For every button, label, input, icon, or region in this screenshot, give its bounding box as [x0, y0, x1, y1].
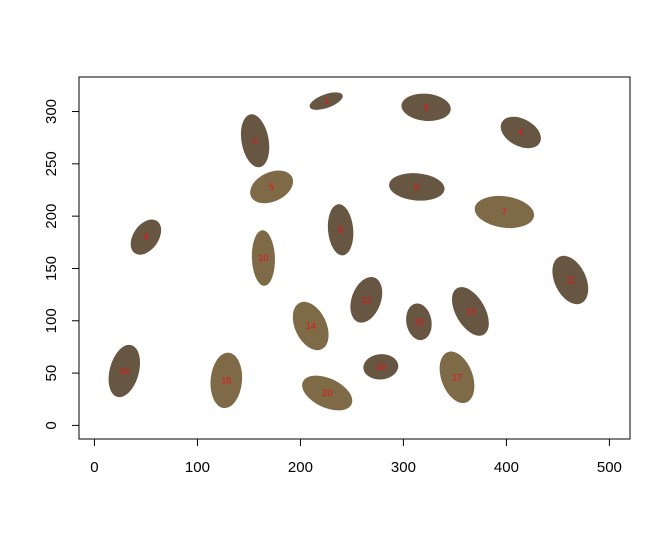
object-blob: [302, 375, 353, 411]
object-label: 5: [269, 182, 274, 192]
object-blob: [552, 255, 589, 305]
x-tick-label: 300: [391, 459, 416, 476]
object-blob: [350, 276, 383, 323]
x-tick-label: 200: [288, 459, 313, 476]
object-blob: [401, 93, 451, 122]
object-blob: [309, 92, 343, 110]
object-blob: [500, 116, 541, 149]
object-blob: [474, 195, 535, 229]
object-blob: [292, 301, 329, 351]
object-label: 18: [221, 375, 231, 385]
x-tick-label: 400: [494, 459, 519, 476]
object-label: 8: [338, 225, 343, 235]
y-tick-label: 150: [43, 256, 60, 281]
object-blob: [439, 351, 475, 404]
y-tick-label: 100: [43, 308, 60, 333]
object-blob: [363, 354, 399, 380]
x-tick-label: 100: [185, 459, 210, 476]
object-blob: [108, 344, 141, 398]
object-label: 10: [258, 253, 268, 263]
object-blob: [327, 204, 354, 256]
x-tick-label: 0: [90, 459, 98, 476]
object-blob: [210, 352, 243, 409]
object-label: 3: [424, 102, 429, 112]
object-blob: [251, 230, 275, 286]
object-label: 17: [452, 372, 462, 382]
y-tick-label: 300: [43, 99, 60, 124]
plot-frame: [78, 76, 631, 440]
object-blob: [406, 303, 432, 341]
object-label: 4: [518, 128, 523, 138]
object-label: 9: [143, 232, 148, 242]
y-tick-label: 0: [43, 421, 60, 429]
x-tick-label: 500: [597, 459, 622, 476]
y-tick-label: 200: [43, 204, 60, 229]
object-blob: [389, 173, 445, 201]
object-label: 6: [414, 182, 419, 192]
object-blob: [250, 170, 294, 204]
object-label: 14: [306, 321, 316, 331]
object-label: 2: [253, 136, 258, 146]
object-blob: [240, 114, 270, 168]
object-blob: [130, 219, 162, 255]
object-label: 12: [361, 295, 371, 305]
object-label: 19: [376, 362, 386, 372]
object-label: 20: [322, 388, 332, 398]
object-label: 11: [566, 275, 575, 285]
y-axis: 0 50 100 150 200 250 300: [43, 99, 80, 430]
object-blob: [451, 287, 489, 336]
object-label: 7: [502, 207, 507, 217]
y-tick-label: 250: [43, 151, 60, 176]
object-label: 13: [465, 306, 475, 316]
object-label: 1: [324, 96, 329, 106]
object-label: 15: [414, 317, 424, 327]
y-tick-label: 50: [43, 365, 60, 382]
blob-layer: [108, 92, 589, 411]
object-label: 16: [119, 366, 129, 376]
x-axis: 0 100 200 300 400 500: [90, 438, 622, 476]
